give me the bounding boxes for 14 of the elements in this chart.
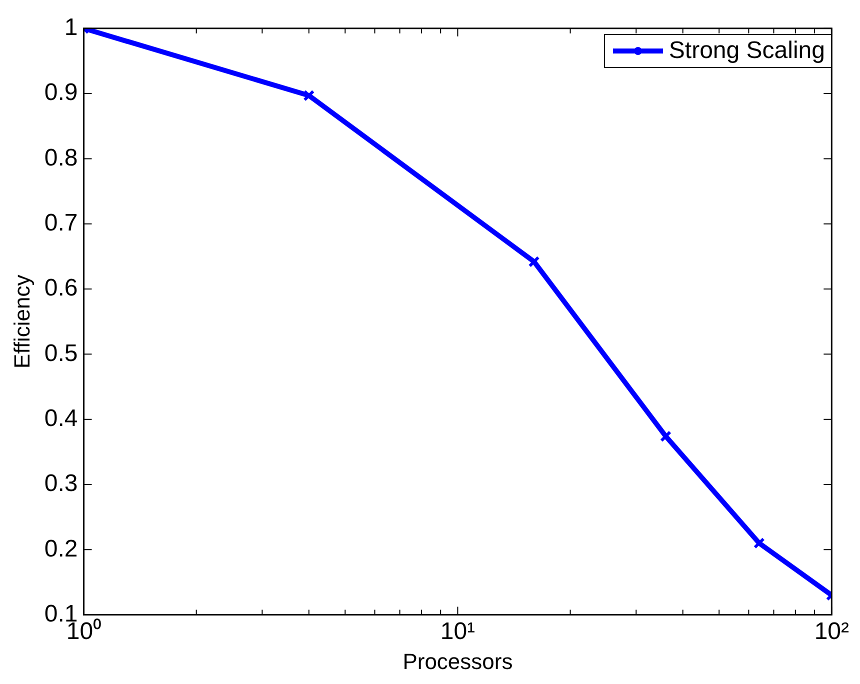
x-tick-label: 10¹ <box>440 618 476 645</box>
y-tick-label: 0.6 <box>44 274 78 302</box>
y-tick-label: 0.7 <box>44 209 78 236</box>
x-tick-label: 10² <box>814 618 850 645</box>
y-tick-label: 0.3 <box>44 470 78 498</box>
y-tick-label: 0.2 <box>44 535 78 562</box>
y-tick-label: 0.9 <box>44 79 78 106</box>
y-tick-label: 1 <box>64 14 78 42</box>
y-axis-title: Efficiency <box>9 274 34 368</box>
legend-label: Strong Scaling <box>668 37 825 65</box>
y-tick-label: 0.5 <box>44 340 78 367</box>
y-tick-label: 0.8 <box>44 144 78 172</box>
y-tick-label: 0.4 <box>44 404 78 432</box>
x-axis-title: Processors <box>402 648 513 674</box>
